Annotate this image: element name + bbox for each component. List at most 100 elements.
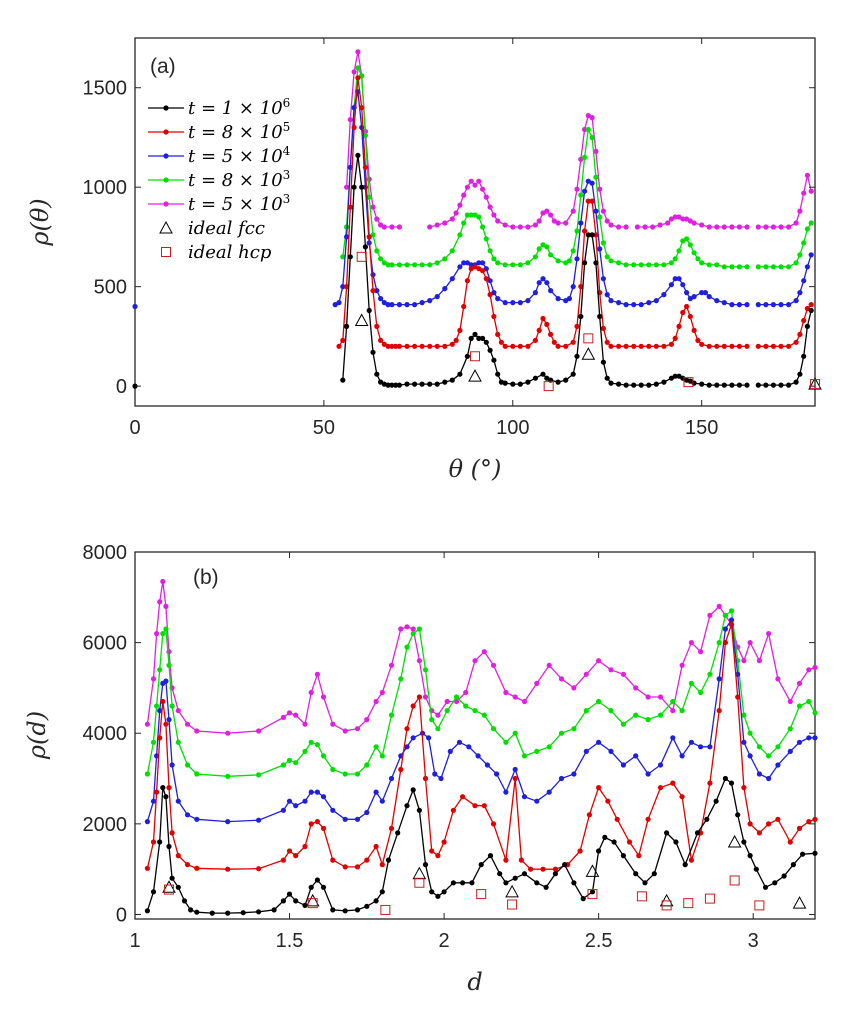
data-point xyxy=(444,708,450,714)
data-point xyxy=(466,744,472,750)
data-point xyxy=(747,640,753,646)
data-point xyxy=(354,726,361,732)
data-point xyxy=(543,884,549,890)
ideal-hcp-marker xyxy=(636,891,647,902)
data-point xyxy=(389,382,395,388)
data-point xyxy=(707,780,713,786)
data-point xyxy=(314,742,320,748)
legend-entry: t = 5 × 104 xyxy=(148,144,291,167)
data-point xyxy=(412,381,418,387)
data-point xyxy=(611,839,617,845)
data-point xyxy=(578,220,584,226)
data-point xyxy=(614,816,620,822)
data-point xyxy=(536,218,542,224)
data-point xyxy=(483,194,489,200)
data-point xyxy=(534,798,540,804)
ideal-fcc-marker xyxy=(792,896,807,909)
data-point xyxy=(293,803,299,809)
data-point xyxy=(608,380,614,386)
data-point xyxy=(766,775,772,782)
data-point xyxy=(528,866,534,872)
data-point xyxy=(532,222,539,228)
data-point xyxy=(679,662,685,668)
data-point xyxy=(778,382,784,388)
data-point xyxy=(464,212,470,218)
data-point xyxy=(374,371,380,377)
data-point xyxy=(194,728,200,734)
data-point xyxy=(608,222,614,228)
ideal-hcp-marker xyxy=(704,893,715,904)
data-point xyxy=(518,857,525,863)
data-point xyxy=(676,248,682,254)
data-point xyxy=(787,839,793,845)
ideal-fcc-marker xyxy=(354,313,369,326)
data-point xyxy=(729,302,735,308)
data-point xyxy=(404,726,410,732)
data-point xyxy=(184,862,191,868)
data-point xyxy=(571,771,577,777)
ideal-fcc-marker xyxy=(659,893,674,907)
data-point xyxy=(517,343,523,349)
data-point xyxy=(374,216,380,222)
data-point xyxy=(435,726,441,732)
data-point xyxy=(668,341,675,347)
series-t-5-10-4 xyxy=(132,89,814,310)
data-point xyxy=(355,65,361,71)
data-point xyxy=(302,798,308,804)
data-point xyxy=(416,807,422,813)
data-point xyxy=(163,626,169,632)
data-point xyxy=(280,762,286,768)
data-point xyxy=(320,753,327,759)
data-point xyxy=(808,307,814,314)
data-point xyxy=(476,335,482,341)
data-point xyxy=(442,220,448,226)
data-point xyxy=(706,343,712,349)
data-point xyxy=(744,343,750,349)
y-tick-label: 1000 xyxy=(83,177,128,199)
data-point xyxy=(314,671,320,677)
data-point xyxy=(631,343,637,349)
data-point xyxy=(633,753,639,759)
data-point xyxy=(491,357,497,363)
data-point xyxy=(460,794,466,800)
data-point xyxy=(370,349,376,355)
data-point xyxy=(450,807,456,813)
data-point xyxy=(457,327,463,333)
data-point xyxy=(293,760,299,766)
data-point xyxy=(378,337,384,343)
data-point xyxy=(763,382,769,388)
data-point xyxy=(342,908,348,914)
data-point xyxy=(476,214,482,220)
data-point xyxy=(427,381,433,387)
data-point xyxy=(670,708,676,714)
data-point xyxy=(442,379,448,385)
data-point xyxy=(766,821,772,827)
data-point xyxy=(472,803,478,809)
data-point xyxy=(672,276,678,282)
data-point xyxy=(555,258,561,264)
ideal-hcp-marker xyxy=(683,898,694,909)
data-point xyxy=(616,300,622,306)
data-point xyxy=(150,839,157,845)
data-point xyxy=(796,739,803,745)
data-point xyxy=(398,626,404,632)
data-point xyxy=(546,662,552,668)
data-point xyxy=(593,260,599,266)
data-point xyxy=(487,204,493,210)
data-point xyxy=(786,302,792,308)
data-point xyxy=(521,871,528,877)
data-point xyxy=(604,254,610,260)
data-point xyxy=(314,789,320,795)
data-point xyxy=(596,739,602,745)
data-point xyxy=(404,744,410,750)
data-point xyxy=(388,775,395,782)
data-point xyxy=(633,685,639,691)
series-line xyxy=(758,175,812,228)
data-point xyxy=(763,302,769,308)
data-point xyxy=(144,721,150,727)
data-point xyxy=(653,262,659,268)
data-point xyxy=(512,730,518,736)
data-point xyxy=(555,296,561,302)
legend-square-icon xyxy=(161,247,171,257)
data-point xyxy=(797,371,803,377)
